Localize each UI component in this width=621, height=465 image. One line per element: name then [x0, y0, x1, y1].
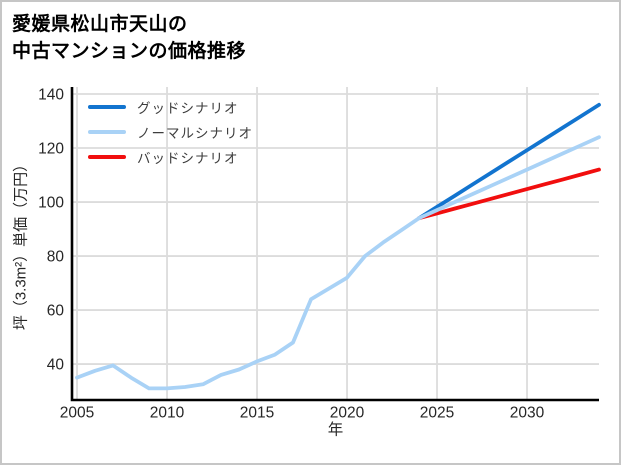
x-tick-label: 2020: [330, 404, 365, 421]
y-tick-label: 80: [47, 248, 65, 265]
series-line-good: [417, 102, 601, 221]
chart-title: 愛媛県松山市天山の 中古マンションの価格推移: [12, 11, 246, 65]
axis-spines: [70, 87, 599, 402]
x-tick-label: 2005: [60, 404, 94, 421]
x-axis-label: 年: [328, 420, 344, 438]
chart-title-line2: 中古マンションの価格推移: [12, 41, 247, 62]
y-tick-label: 120: [38, 140, 64, 157]
x-tick-label: 2030: [510, 404, 545, 421]
y-axis-label: 坪（3.3m²）単価（万円）: [12, 157, 29, 330]
chart-title-line1: 愛媛県松山市天山の: [12, 14, 188, 35]
x-tick-label: 2010: [150, 404, 185, 421]
series-line-normal: [417, 135, 601, 221]
legend-item-good: グッドシナリオ: [88, 94, 253, 119]
good-scenario-line-swatch: [88, 104, 126, 109]
bad-scenario-line-swatch: [88, 154, 126, 159]
series-line-bad: [417, 167, 601, 221]
y-tick-label: 100: [38, 194, 64, 211]
series-line-actual: [75, 216, 421, 391]
x-tick-label: 2015: [240, 404, 274, 421]
x-tick-label: 2025: [420, 404, 454, 421]
legend-item-bad: バッドシナリオ: [88, 144, 253, 169]
y-tick-label: 40: [47, 357, 65, 374]
y-tick-label: 140: [38, 86, 64, 103]
legend-label-good: グッドシナリオ: [137, 100, 239, 116]
y-tick-label: 60: [47, 302, 65, 319]
legend-item-normal: ノーマルシナリオ: [88, 119, 253, 144]
legend-label-bad: バッドシナリオ: [137, 150, 239, 166]
normal-scenario-line-swatch: [88, 129, 126, 134]
legend-label-normal: ノーマルシナリオ: [137, 125, 253, 141]
legend: グッドシナリオ ノーマルシナリオ バッドシナリオ: [88, 94, 253, 169]
